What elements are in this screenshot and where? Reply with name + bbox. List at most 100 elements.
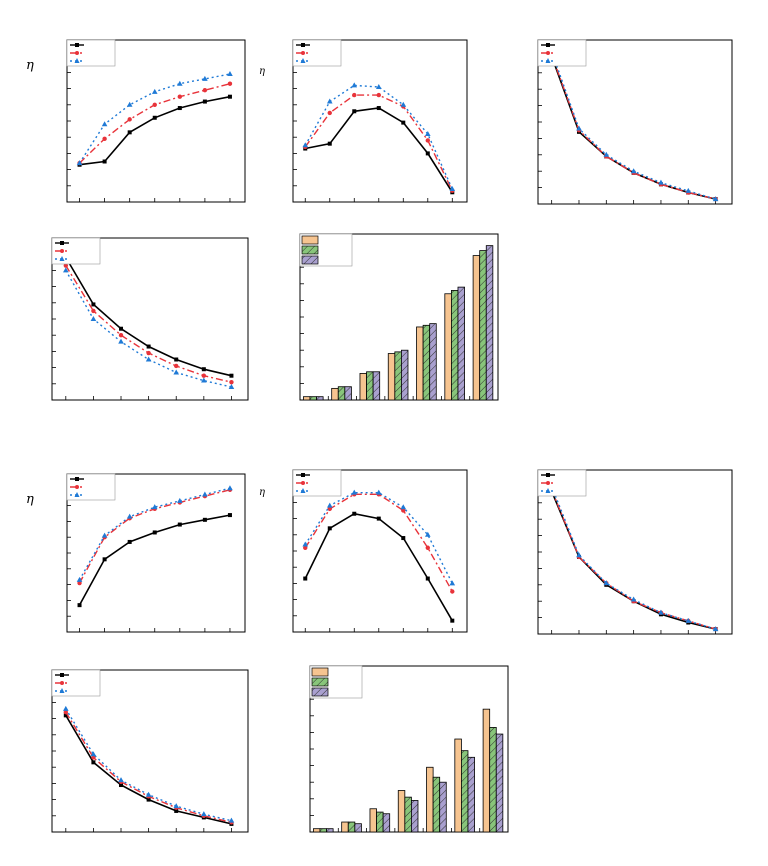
legend <box>51 669 101 697</box>
marker-triangle <box>101 121 108 127</box>
marker-square <box>352 511 357 516</box>
series-line-1 <box>550 56 716 200</box>
marker-square <box>177 522 182 527</box>
series-line-1 <box>65 714 232 825</box>
marker-triangle <box>658 179 664 185</box>
marker-square <box>127 539 132 544</box>
bar-s2-c5 <box>432 776 441 833</box>
marker-triangle <box>326 98 333 104</box>
bar-s3-c5 <box>429 323 437 401</box>
marker-triangle <box>658 609 664 615</box>
bar-s3-c5 <box>439 781 447 833</box>
chart-panel-top-e <box>290 228 505 410</box>
marker-circle <box>401 508 406 513</box>
chart-svg-bottom-a <box>66 473 246 633</box>
legend <box>537 469 587 497</box>
series-line-2 <box>78 489 231 584</box>
marker-triangle <box>351 82 358 88</box>
bar-s2-c5 <box>422 324 431 401</box>
bar-s2-c7 <box>479 250 487 401</box>
marker-triangle <box>375 83 382 89</box>
series-line-2 <box>551 489 716 630</box>
marker-square <box>303 576 308 581</box>
chart-panel-bottom-d <box>40 662 255 842</box>
marker-triangle <box>63 267 69 273</box>
legend-marker-triangle <box>59 256 65 261</box>
series-line-2 <box>65 711 232 823</box>
bar-s3-c3 <box>372 371 381 401</box>
marker-square <box>152 530 157 535</box>
marker-triangle <box>712 626 719 632</box>
bar-s2-c1 <box>319 828 327 833</box>
chart-svg-top-d <box>51 237 249 401</box>
bar-s1-c1 <box>312 828 321 833</box>
bar-s1-c7 <box>472 255 481 401</box>
legend-marker-square <box>301 473 305 477</box>
marker-circle <box>327 110 332 116</box>
marker-circle <box>127 117 132 122</box>
marker-triangle <box>145 791 152 797</box>
bar-s3-c4 <box>411 800 419 833</box>
series-line-3 <box>551 486 716 630</box>
eta-label-bottom-b: η <box>259 487 265 498</box>
marker-triangle <box>603 580 610 586</box>
marker-triangle <box>326 502 333 508</box>
marker-triangle <box>173 803 180 809</box>
chart-svg-bottom-b <box>292 469 468 633</box>
marker-triangle <box>173 369 180 375</box>
marker-triangle <box>685 617 692 623</box>
marker-triangle <box>126 101 133 107</box>
series-line-2 <box>65 265 232 383</box>
marker-circle <box>118 333 124 338</box>
legend-marker-circle <box>546 481 550 485</box>
legend-marker-circle <box>301 481 305 485</box>
marker-triangle <box>201 377 207 383</box>
marker-triangle <box>449 580 456 586</box>
legend-marker-square <box>75 477 79 481</box>
legend-swatch-1 <box>301 235 319 245</box>
marker-circle <box>177 94 183 99</box>
marker-circle <box>229 379 234 385</box>
marker-triangle <box>76 576 83 582</box>
marker-triangle <box>76 160 83 166</box>
marker-circle <box>152 102 157 108</box>
bar-s1-c3 <box>359 373 367 401</box>
legend <box>299 233 353 267</box>
marker-triangle <box>118 777 124 783</box>
marker-triangle <box>202 75 208 81</box>
marker-triangle <box>177 497 183 503</box>
marker-circle <box>102 136 107 142</box>
marker-triangle <box>424 130 431 136</box>
series-line-1 <box>304 512 453 622</box>
bar-s3-c2 <box>354 823 362 833</box>
marker-triangle <box>228 817 235 823</box>
marker-square <box>327 526 332 531</box>
series-line-3 <box>304 84 453 190</box>
legend-marker-triangle <box>300 488 306 493</box>
legend-marker-circle <box>75 51 79 55</box>
marker-square <box>376 106 381 111</box>
marker-circle <box>201 373 207 378</box>
bar-s3-c2 <box>344 386 352 401</box>
chart-panel-bottom-e <box>300 660 515 842</box>
bar-s1-c4 <box>387 353 396 401</box>
legend-marker-triangle <box>545 58 551 63</box>
marker-circle <box>327 506 332 512</box>
legend-swatch-1 <box>311 667 329 677</box>
marker-square <box>102 557 107 562</box>
marker-triangle <box>118 338 124 344</box>
bar-s3-c4 <box>401 349 409 401</box>
marker-square <box>401 120 406 125</box>
bar-s2-c6 <box>461 750 469 833</box>
bar-s1-c6 <box>454 738 462 833</box>
marker-triangle <box>712 196 719 202</box>
legend-swatch-3 <box>311 687 329 697</box>
marker-circle <box>450 589 455 594</box>
marker-triangle <box>630 596 637 602</box>
legend-marker-triangle <box>545 488 551 493</box>
marker-square <box>327 141 332 146</box>
marker-circle <box>425 545 430 550</box>
chart-svg-top-b <box>292 39 468 203</box>
marker-square <box>202 517 207 522</box>
marker-triangle <box>228 384 235 390</box>
